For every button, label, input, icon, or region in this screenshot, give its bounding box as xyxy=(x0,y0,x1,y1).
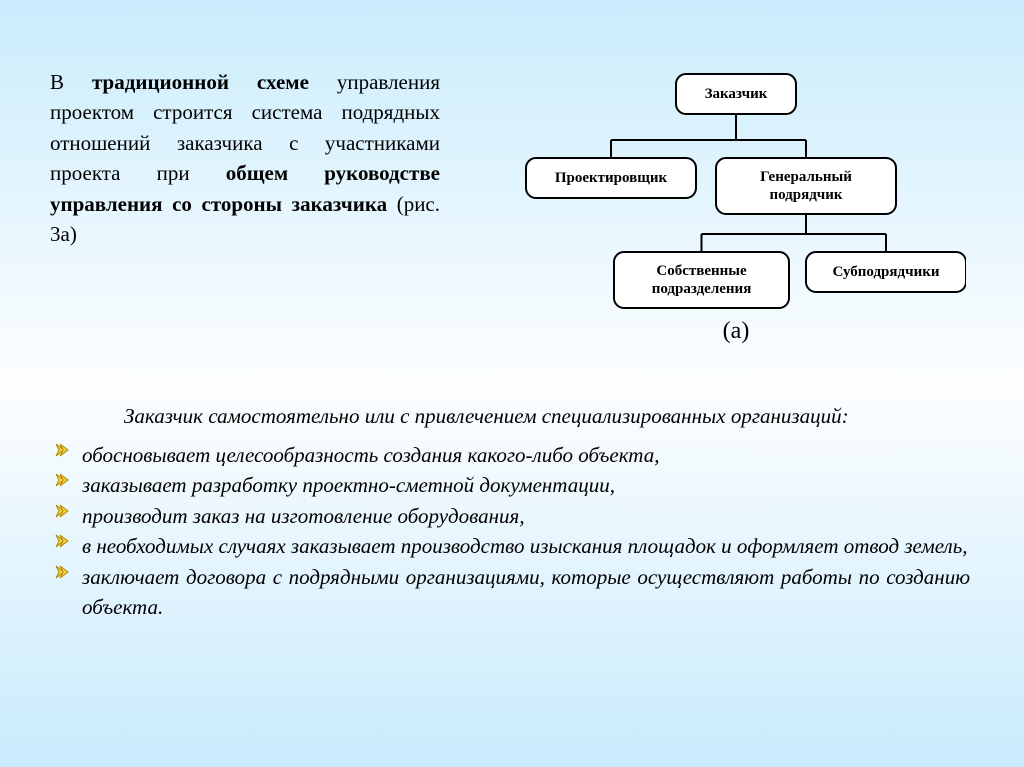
svg-text:Проектировщик: Проектировщик xyxy=(555,170,668,186)
slide: В традиционной схеме управления проектом… xyxy=(0,0,1024,767)
intro-paragraph: В традиционной схеме управления проектом… xyxy=(50,67,440,250)
text-bold: традиционной схеме xyxy=(92,70,309,94)
svg-text:Генеральный: Генеральный xyxy=(760,169,852,185)
svg-text:Заказчик: Заказчик xyxy=(705,86,768,102)
list-item-text: обосновывает целесообразность создания к… xyxy=(82,443,659,467)
chevron-icon xyxy=(54,472,70,488)
svg-text:подрядчик: подрядчик xyxy=(769,187,842,203)
chevron-icon xyxy=(54,533,70,549)
functions-intro: Заказчик самостоятельно или с привлечени… xyxy=(54,401,970,431)
list-item-text: в необходимых случаях заказывает произво… xyxy=(82,534,968,558)
svg-text:Собственные: Собственные xyxy=(656,263,747,279)
text-seg: В xyxy=(50,70,92,94)
list-item: в необходимых случаях заказывает произво… xyxy=(54,531,970,561)
chevron-icon xyxy=(54,564,70,580)
svg-text:подразделения: подразделения xyxy=(652,281,752,297)
chevron-icon xyxy=(54,442,70,458)
list-item-text: заказывает разработку проектно-сметной д… xyxy=(82,473,615,497)
org-tree-diagram: Заказчик Проектировщик Генеральный подрядчи… xyxy=(506,50,966,350)
list-item-text: заключает договора с подрядными организа… xyxy=(82,565,970,619)
svg-text:Субподрядчики: Субподрядчики xyxy=(833,264,940,280)
list-item-text: производит заказ на изготовление оборудо… xyxy=(82,504,525,528)
list-item: обосновывает целесообразность создания к… xyxy=(54,440,970,470)
chevron-icon xyxy=(54,503,70,519)
list-item: производит заказ на изготовление оборудо… xyxy=(54,501,970,531)
list-item: заключает договора с подрядными организа… xyxy=(54,562,970,623)
diagram-caption: (а) xyxy=(506,318,966,345)
functions-list: обосновывает целесообразность создания к… xyxy=(54,440,970,623)
list-item: заказывает разработку проектно-сметной д… xyxy=(54,470,970,500)
